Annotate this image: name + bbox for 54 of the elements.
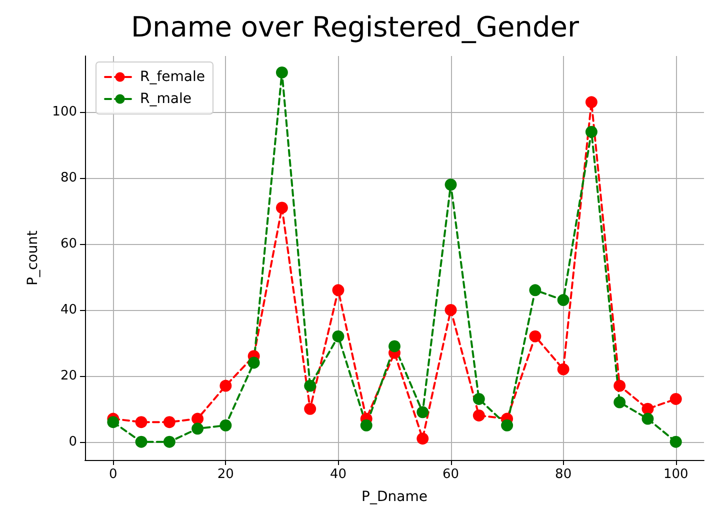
- point: [472, 392, 485, 405]
- point: [163, 416, 176, 428]
- point: [557, 363, 570, 376]
- point: [276, 66, 288, 78]
- point: [248, 356, 260, 369]
- x-axis-title: P_Dname: [362, 489, 428, 505]
- point: [276, 202, 288, 214]
- point: [332, 330, 344, 342]
- y-tick-label: 60: [60, 236, 77, 252]
- point: [220, 380, 232, 392]
- point: [360, 419, 372, 432]
- x-tick-label: 0: [108, 467, 118, 482]
- y-tick-label: 40: [60, 302, 77, 318]
- point: [585, 96, 598, 108]
- chart-title: Dname over Registered_Gender: [130, 10, 580, 44]
- point: [332, 284, 344, 296]
- point: [304, 402, 316, 415]
- point: [416, 432, 429, 445]
- x-tick-label: 60: [442, 467, 460, 482]
- y-tick-label: 100: [52, 104, 77, 120]
- point: [220, 419, 232, 432]
- point: [192, 412, 204, 425]
- point: [107, 416, 120, 428]
- point: [614, 396, 626, 408]
- y-tick-label: 80: [60, 170, 77, 186]
- x-tick-label: 20: [217, 467, 234, 482]
- point: [670, 436, 682, 448]
- y-tick-label: 0: [68, 434, 77, 450]
- y-tick-label: 20: [60, 368, 77, 384]
- legend-label: R_female: [140, 69, 205, 85]
- point: [614, 380, 626, 392]
- point: [501, 419, 514, 432]
- point: [585, 126, 598, 138]
- point: [529, 330, 542, 342]
- y-axis-title: P_count: [25, 230, 41, 286]
- point: [444, 178, 457, 191]
- point: [472, 409, 485, 422]
- point: [163, 436, 176, 448]
- x-tick-label: 40: [330, 467, 346, 482]
- point: [557, 294, 570, 306]
- point: [670, 392, 682, 405]
- point: [304, 380, 316, 392]
- point: [642, 402, 654, 415]
- x-tick-label: 100: [663, 467, 688, 482]
- point: [529, 284, 542, 296]
- point: [444, 304, 457, 316]
- point: [642, 412, 654, 425]
- point: [135, 436, 148, 448]
- point: [192, 422, 204, 435]
- point: [135, 416, 148, 428]
- point: [416, 406, 429, 418]
- point: [388, 340, 400, 352]
- x-tick-label: 80: [555, 467, 572, 482]
- legend-label: R_male: [140, 91, 192, 107]
